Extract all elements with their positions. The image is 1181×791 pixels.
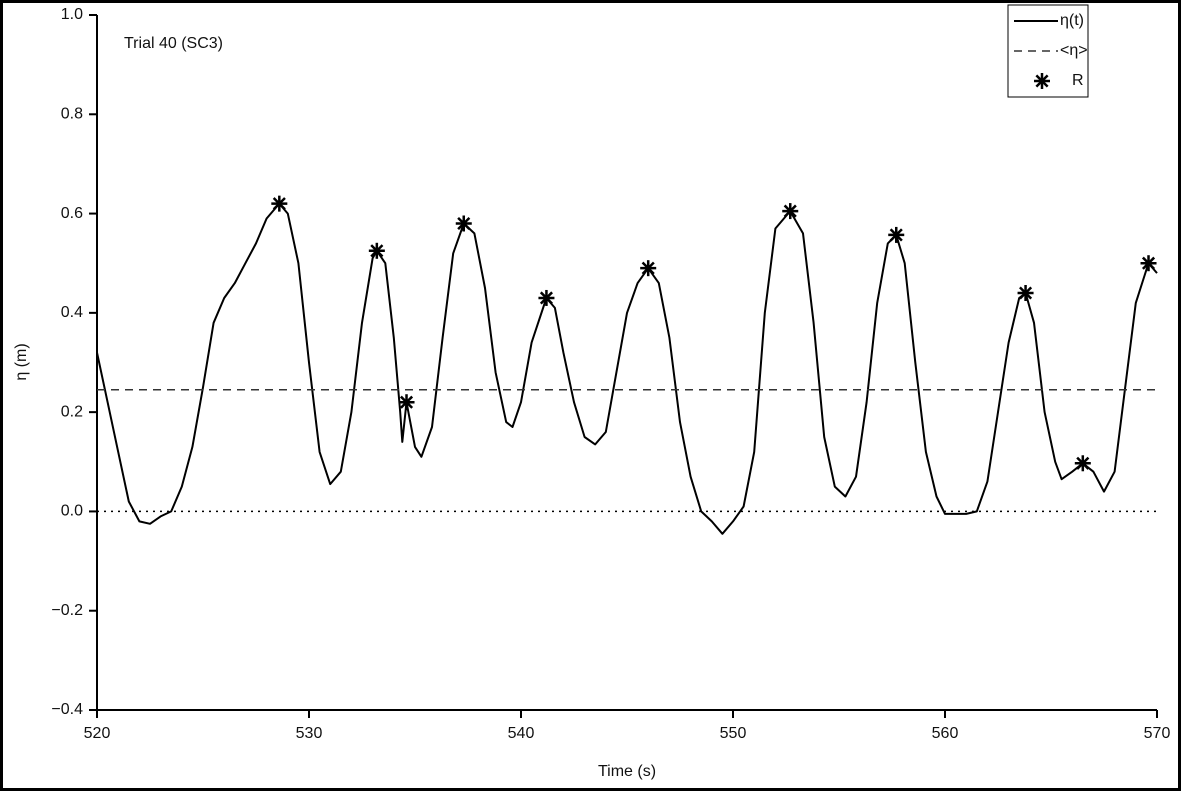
y-tick-label: 0.2 bbox=[61, 403, 83, 420]
legend-swatch bbox=[1034, 73, 1050, 89]
y-tick-label: −0.2 bbox=[51, 602, 83, 619]
star-stroke bbox=[457, 216, 471, 231]
star-stroke bbox=[272, 197, 286, 211]
star-stroke bbox=[783, 204, 797, 218]
star-stroke bbox=[1076, 456, 1090, 470]
peak-marker bbox=[1074, 455, 1091, 472]
y-tick-label: 0.0 bbox=[61, 503, 83, 520]
y-tick-label: 0.8 bbox=[61, 106, 83, 123]
peak-marker bbox=[368, 242, 385, 259]
star-stroke bbox=[1141, 256, 1156, 270]
y-tick-label: −0.4 bbox=[51, 701, 83, 718]
x-tick-label: 520 bbox=[84, 725, 111, 742]
x-tick-label: 550 bbox=[720, 725, 747, 742]
peak-marker bbox=[455, 215, 472, 232]
star-stroke bbox=[1019, 286, 1033, 300]
star-stroke bbox=[370, 244, 384, 258]
star-stroke bbox=[641, 261, 655, 275]
x-tick-label: 570 bbox=[1144, 725, 1171, 742]
legend-label: <η> bbox=[1060, 42, 1088, 59]
star-stroke bbox=[539, 291, 553, 305]
peak-marker bbox=[1017, 285, 1034, 301]
star-stroke bbox=[399, 395, 414, 409]
legend-label: R bbox=[1072, 72, 1084, 89]
peak-marker bbox=[538, 289, 555, 306]
peak-marker bbox=[271, 195, 288, 212]
star-stroke bbox=[1035, 74, 1049, 88]
x-tick-label: 540 bbox=[508, 725, 535, 742]
y-tick-label: 0.4 bbox=[61, 304, 83, 321]
x-axis-label: Time (s) bbox=[598, 763, 656, 780]
x-tick-label: 560 bbox=[932, 725, 959, 742]
peak-marker bbox=[782, 203, 799, 220]
peak-marker bbox=[640, 260, 657, 277]
y-axis-label: η (m) bbox=[13, 343, 30, 380]
x-tick-label: 530 bbox=[296, 725, 323, 742]
annotation: Trial 40 (SC3) bbox=[124, 35, 223, 52]
legend-label: η(t) bbox=[1060, 12, 1084, 29]
peak-marker bbox=[398, 394, 415, 411]
peak-marker bbox=[1140, 255, 1157, 272]
peak-marker bbox=[888, 226, 905, 243]
y-tick-label: 1.0 bbox=[61, 6, 83, 23]
star-stroke bbox=[889, 228, 903, 242]
y-tick-label: 0.6 bbox=[61, 205, 83, 222]
